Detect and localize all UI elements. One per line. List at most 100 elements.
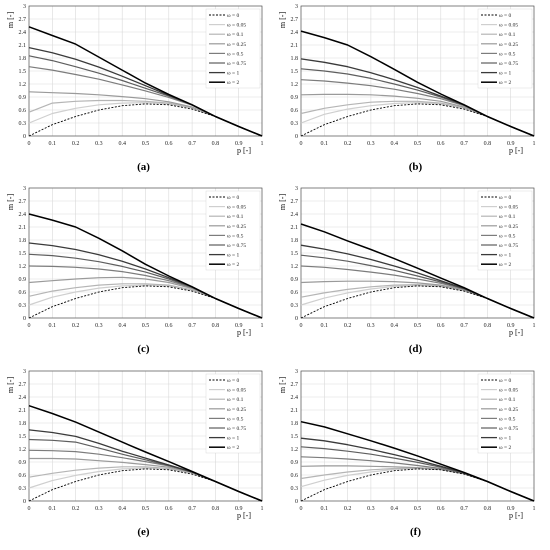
- x-axis-label: p [-]: [237, 146, 251, 155]
- y-tick-label: 1.2: [19, 447, 27, 453]
- legend-entry: ω = 2: [499, 445, 511, 451]
- x-tick-label: 0.3: [367, 141, 375, 147]
- y-tick-label: 0: [23, 134, 26, 140]
- chart-panel: 0 0.1 0.2 0.3 0.4 0.5 0.6 0.7 0.8 0.9 1 0 0.3 0.6 0.9 1…: [278, 4, 536, 173]
- x-tick-label: 0.8: [484, 506, 492, 512]
- y-tick-label: 0.6: [19, 108, 27, 114]
- x-tick-label: 0: [300, 506, 303, 512]
- x-tick-label: 0.5: [142, 323, 150, 329]
- x-tick-label: 0.8: [212, 323, 220, 329]
- y-tick-label: 1.2: [19, 82, 27, 88]
- x-axis-label: p [-]: [237, 511, 251, 520]
- x-tick-label: 0.9: [235, 323, 243, 329]
- y-axis-label: m [-]: [6, 12, 15, 29]
- legend-entry: ω = 0.05: [499, 388, 518, 394]
- x-tick-label: 0.2: [72, 506, 80, 512]
- series-line: [28, 26, 263, 137]
- x-tick-label: 0.8: [484, 141, 492, 147]
- x-tick-label: 0.5: [414, 141, 422, 147]
- x-tick-label: 0.3: [367, 323, 375, 329]
- y-tick-label: 2.1: [19, 43, 27, 49]
- x-tick-label: 0.7: [460, 141, 468, 147]
- legend-entry: ω = 0.25: [227, 224, 246, 230]
- y-tick-label: 0.6: [291, 290, 299, 296]
- legend-entry: ω = 2: [499, 262, 511, 268]
- legend-entry: ω = 2: [227, 445, 239, 451]
- x-tick-label: 1: [533, 323, 536, 329]
- x-tick-label: 0.4: [118, 141, 126, 147]
- legend-entry: ω = 0.75: [499, 426, 518, 432]
- legend-entry: ω = 0.05: [499, 205, 518, 211]
- y-tick-label: 0.9: [291, 277, 299, 283]
- x-tick-label: 0.2: [344, 506, 352, 512]
- x-axis-label: p [-]: [509, 511, 523, 520]
- x-tick-label: 0.6: [165, 323, 173, 329]
- y-tick-label: 1.8: [291, 238, 299, 244]
- x-tick-label: 0.3: [367, 506, 375, 512]
- y-tick-label: 3: [23, 369, 26, 375]
- legend-entry: ω = 0: [499, 378, 511, 384]
- panel-label: (e): [137, 526, 150, 538]
- y-axis-label: m [-]: [6, 377, 15, 394]
- y-tick-label: 3: [295, 4, 298, 10]
- x-tick-label: 0.3: [95, 141, 103, 147]
- legend-entry: ω = 0.25: [499, 224, 518, 230]
- x-tick-label: 0.7: [188, 323, 196, 329]
- legend-entry: ω = 0.1: [499, 397, 516, 403]
- y-tick-label: 1.2: [19, 264, 27, 270]
- y-tick-label: 2.1: [291, 43, 299, 49]
- y-tick-label: 0: [295, 499, 298, 505]
- x-tick-label: 0.6: [437, 506, 445, 512]
- x-tick-label: 0.9: [235, 141, 243, 147]
- x-tick-label: 0.4: [390, 506, 398, 512]
- legend-entry: ω = 0.75: [227, 61, 246, 67]
- chart-panel: 0 0.1 0.2 0.3 0.4 0.5 0.6 0.7 0.8 0.9 1 0 0.3 0.6 0.9 1…: [6, 4, 264, 173]
- legend-entry: ω = 0.5: [499, 233, 516, 239]
- y-tick-label: 1.5: [19, 251, 27, 257]
- x-tick-label: 0.1: [49, 323, 57, 329]
- y-axis-label: m [-]: [278, 377, 287, 394]
- y-tick-label: 0.3: [291, 303, 299, 309]
- x-tick-label: 0.1: [321, 141, 329, 147]
- legend-entry: ω = 0.1: [499, 214, 516, 220]
- legend-entry: ω = 0.1: [227, 397, 244, 403]
- y-tick-label: 1.2: [291, 264, 299, 270]
- legend-entry: ω = 0.5: [227, 51, 244, 57]
- y-tick-label: 1.5: [19, 434, 27, 440]
- y-tick-label: 1.5: [291, 434, 299, 440]
- x-tick-label: 0.8: [212, 141, 220, 147]
- panel-label: (f): [410, 526, 421, 538]
- x-tick-label: 0.5: [414, 506, 422, 512]
- legend-entry: ω = 0: [227, 13, 239, 19]
- x-tick-label: 0.6: [165, 141, 173, 147]
- legend-entry: ω = 2: [499, 80, 511, 86]
- y-tick-label: 0.3: [19, 121, 27, 127]
- y-tick-label: 2.1: [19, 225, 27, 231]
- y-tick-label: 0.9: [291, 95, 299, 101]
- legend-entry: ω = 0.5: [227, 416, 244, 422]
- y-tick-label: 2.4: [19, 212, 27, 218]
- legend-entry: ω = 2: [227, 80, 239, 86]
- x-tick-label: 0.7: [188, 506, 196, 512]
- panel-label: (c): [137, 343, 150, 355]
- panel-label: (b): [409, 161, 423, 173]
- x-tick-label: 0: [300, 323, 303, 329]
- x-tick-label: 0.9: [507, 141, 515, 147]
- legend-entry: ω = 0.25: [499, 407, 518, 413]
- chart-panel: 0 0.1 0.2 0.3 0.4 0.5 0.6 0.7 0.8 0.9 1 0 0.3 0.6 0.9 1…: [278, 369, 536, 538]
- y-tick-label: 1.8: [19, 238, 27, 244]
- y-tick-label: 1.8: [19, 56, 27, 62]
- y-tick-label: 0.9: [19, 277, 27, 283]
- y-tick-label: 2.7: [19, 199, 27, 205]
- plot-frame: [28, 370, 263, 502]
- y-tick-label: 0.9: [19, 95, 27, 101]
- x-axis-label: p [-]: [509, 146, 523, 155]
- y-tick-label: 2.7: [291, 382, 299, 388]
- x-tick-label: 0.4: [118, 323, 126, 329]
- y-tick-label: 2.4: [291, 30, 299, 36]
- x-tick-label: 0.2: [344, 323, 352, 329]
- legend-entry: ω = 1: [227, 253, 239, 259]
- series-line: [300, 223, 535, 319]
- plot-frame: [300, 187, 535, 319]
